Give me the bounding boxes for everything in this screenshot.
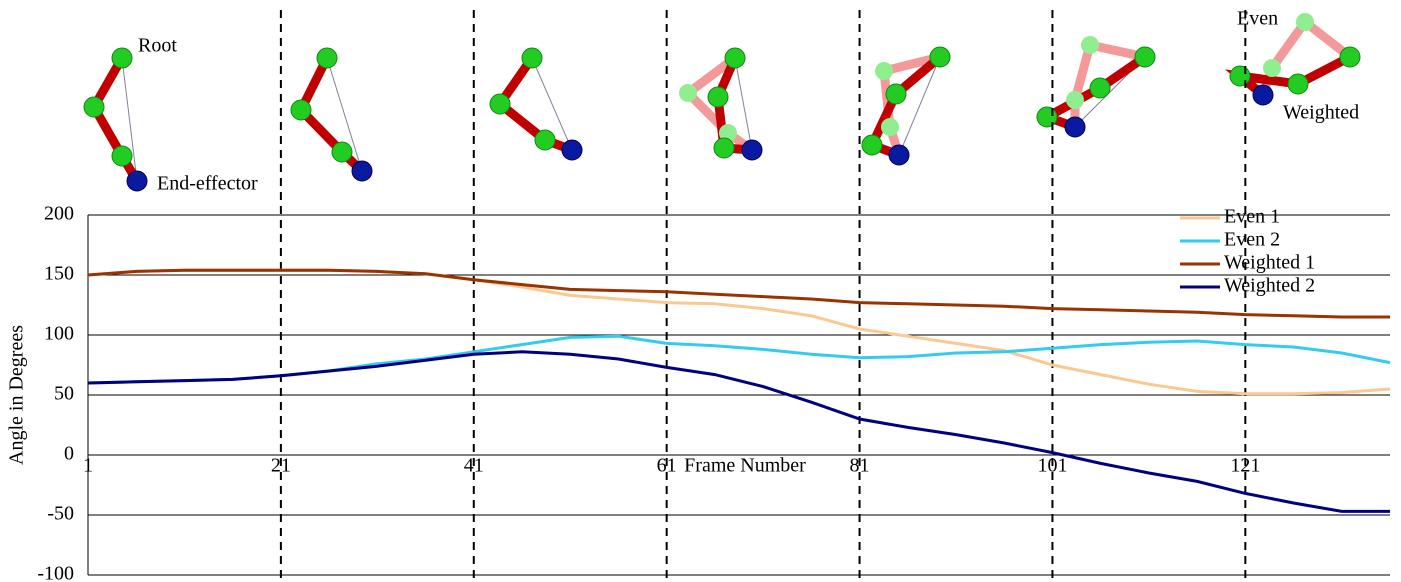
legend-label: Weighted 1 bbox=[1224, 252, 1315, 274]
series-line bbox=[87, 268, 1390, 319]
series-line bbox=[87, 350, 1390, 513]
y-tick-label: 200 bbox=[44, 203, 74, 225]
grid bbox=[87, 214, 1390, 576]
pose-figures bbox=[83, 13, 1361, 192]
y-tick-label: 150 bbox=[44, 263, 74, 285]
legend-label: Even 1 bbox=[1224, 206, 1280, 228]
annotation: End-effector bbox=[157, 173, 258, 195]
legend-label: Even 2 bbox=[1224, 229, 1280, 251]
y-tick-label: -100 bbox=[37, 563, 74, 582]
annotation: Weighted bbox=[1283, 102, 1359, 124]
legend-label: Weighted 2 bbox=[1224, 275, 1315, 297]
x-tick-label: 1 bbox=[83, 455, 93, 477]
y-tick-label: 100 bbox=[44, 323, 74, 345]
y-tick-label: 50 bbox=[54, 383, 74, 405]
y-axis-title: Angle in Degrees bbox=[6, 325, 28, 465]
y-tick-label: -50 bbox=[47, 503, 74, 525]
annotation: Even bbox=[1237, 8, 1278, 30]
x-axis-title: Frame Number bbox=[684, 455, 806, 477]
y-tick-label: 0 bbox=[64, 443, 74, 465]
annotation: Root bbox=[138, 35, 177, 57]
